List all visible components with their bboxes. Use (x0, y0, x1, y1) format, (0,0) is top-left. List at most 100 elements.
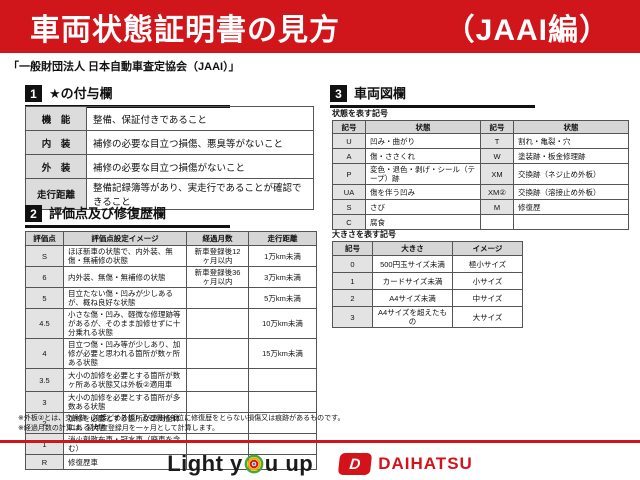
table-row: S さび M 修復歴 (332, 199, 629, 215)
footer: Light y u up D DAIHATSU (0, 447, 640, 480)
table-row: S ほぼ新車の状態で、内外装、無傷・無補修の状態 新車登録後12ヶ月以内 1万k… (25, 245, 317, 267)
cell-mileage (248, 368, 317, 392)
cell-state: さび (365, 199, 481, 215)
cell-image: 小サイズ (452, 272, 523, 290)
cell-mileage: 10万km未満 (248, 308, 317, 339)
col-header: 大きさ (372, 241, 453, 256)
cell-symbol: XM② (480, 184, 514, 200)
association-subtitle: 「一般財団法人 日本自動車査定協会（JAAI）」 (8, 61, 240, 73)
table-row: 1 消火剤散布車・冠水車（廃車を含む） (25, 433, 317, 455)
page-title-edition: （JAAI編） (444, 13, 610, 47)
table-row: C 腐食 (332, 214, 629, 230)
col-header: 記号 (332, 241, 373, 256)
cell-symbol-empty (480, 214, 514, 230)
cell-desc: 内外装、無傷・無補修の状態 (63, 266, 187, 288)
cell-grade: 3.5 (25, 368, 64, 392)
cell-image: 中サイズ (452, 289, 523, 307)
cell-months (186, 338, 249, 369)
footnotes: ※外板②とは、交換跡（溶接どめ外板）及び骨格部位に修復歴をとらない損傷又は痕跡が… (18, 414, 344, 434)
cell-mileage: 3万km未満 (248, 266, 317, 288)
cell-symbol: W (480, 148, 514, 164)
section-3-header: 3 車両図欄 (330, 85, 535, 108)
table-row: 内 装 補修の必要な目立つ損傷、悪臭等がないこと (25, 130, 314, 155)
footnote-1: ※外板②とは、交換跡（溶接どめ外板）及び骨格部位に修復歴をとらない損傷又は痕跡が… (18, 415, 345, 422)
cell-label: 機 能 (25, 106, 87, 131)
cell-mileage: 1万km未満 (248, 245, 317, 267)
cell-state: 交換跡（溶接止め外板） (513, 184, 629, 200)
table-row: 走行距離 整備記録簿等があり、実走行であることが確認できること (25, 178, 314, 210)
cell-months (186, 368, 249, 392)
table-row: 2 A4サイズ未満 中サイズ (332, 289, 523, 307)
cell-symbol: 0 (332, 255, 373, 273)
cell-size: 500円玉サイズ未満 (372, 255, 453, 273)
cell-state: 腐食 (365, 214, 481, 230)
cell-months (186, 391, 249, 413)
table-row: 外 装 補修の必要な目立つ損傷がないこと (25, 154, 314, 179)
cell-state: 変色・退色・剥げ・シール（テープ）跡 (365, 163, 481, 185)
cell-symbol: 1 (332, 272, 373, 290)
col-header: 経過月数 (186, 231, 249, 246)
size-symbols-caption: 大きさを表す記号 (332, 230, 396, 239)
title-banner: 車両状態証明書の見方 （JAAI編） (0, 0, 640, 53)
table-row: P 変色・退色・剥げ・シール（テープ）跡 XM 交換跡（ネジ止め外板） (332, 163, 629, 185)
table-row: 1 カードサイズ未満 小サイズ (332, 272, 523, 290)
col-header: 走行距離 (248, 231, 317, 246)
cell-grade: R (25, 454, 64, 470)
table-header-row: 記号 状態 記号 状態 (332, 120, 629, 134)
page-title: 車両状態証明書の見方 (30, 13, 340, 47)
cell-symbol: P (332, 163, 366, 185)
cell-symbol: 3 (332, 306, 373, 328)
section-2-title: 評価点及び修復歴欄 (49, 206, 167, 221)
cell-state: 修復歴 (513, 199, 629, 215)
cell-symbol: S (332, 199, 366, 215)
cell-mileage (248, 391, 317, 413)
section-2-number: 2 (25, 205, 42, 222)
cell-size: カードサイズ未満 (372, 272, 453, 290)
cell-state: 塗装跡・板金修理跡 (513, 148, 629, 164)
cell-months (186, 287, 249, 309)
cell-desc: 整備、保証付きであること (86, 106, 314, 131)
col-header: 状態 (513, 120, 629, 134)
section-1-title: ★の付与欄 (49, 86, 113, 101)
cell-desc: 目立つ傷・凹み等が少しあり、加修が必要と思われる箇所が数ヶ所ある状態 (63, 338, 187, 369)
size-symbols-table: 記号 大きさ イメージ 0 500円玉サイズ未満 極小サイズ 1 カードサイズ未… (332, 241, 523, 328)
cell-grade: 2 (25, 412, 64, 434)
section-1-number: 1 (25, 85, 42, 102)
cell-state (513, 214, 629, 230)
col-header: 評価点 (25, 231, 64, 246)
table-row: A 傷・ささくれ W 塗装跡・板金修理跡 (332, 148, 629, 164)
cell-desc: 小さな傷・凹み、軽微な修理跡等があるが、そのまま加修せずに十分乗れる状態 (63, 308, 187, 339)
grade-history-table: 評価点 評価点設定イメージ 経過月数 走行距離 S ほぼ新車の状態で、内外装、無… (25, 231, 317, 470)
cell-symbol: A (332, 148, 366, 164)
cell-symbol: UA (332, 184, 366, 200)
table-row: 3 A4サイズを超えたもの 大サイズ (332, 306, 523, 328)
table-row: 2 加修を必要とする箇所が車両全体にある状態 (25, 412, 317, 434)
cell-symbol: M (480, 199, 514, 215)
cell-size: A4サイズを超えたもの (372, 306, 453, 328)
table-row: U 凹み・曲がり T 割れ・亀裂・穴 (332, 133, 629, 149)
cell-grade: S (25, 245, 64, 267)
table-row: 6 内外装、無傷・無補修の状態 新車登録後36ヶ月以内 3万km未満 (25, 266, 317, 288)
section-3-title: 車両図欄 (354, 86, 407, 101)
cell-image: 大サイズ (452, 306, 523, 328)
cell-desc: 大小の加修を必要とする箇所が多数ある状態 (63, 391, 187, 413)
table-header-row: 記号 大きさ イメージ (332, 241, 523, 256)
slogan-text-right: u up (264, 450, 314, 476)
cell-image: 極小サイズ (452, 255, 523, 273)
cell-size: A4サイズ未満 (372, 289, 453, 307)
cell-desc: 補修の必要な目立つ損傷、悪臭等がないこと (86, 130, 314, 155)
col-header: 評価点設定イメージ (63, 231, 187, 246)
cell-symbol: T (480, 133, 514, 149)
cell-symbol: C (332, 214, 366, 230)
table-row: 3.5 大小の加修を必要とする箇所が数ヶ所ある状態又は外板②適用車 (25, 368, 317, 392)
state-symbols-table: 記号 状態 記号 状態 U 凹み・曲がり T 割れ・亀裂・穴 A 傷・ささくれ … (332, 120, 629, 230)
state-symbols-caption: 状態を表す記号 (332, 109, 388, 118)
cell-label: 走行距離 (25, 178, 87, 210)
cell-symbol: 2 (332, 289, 373, 307)
table-row: UA 傷を伴う凹み XM② 交換跡（溶接止め外板） (332, 184, 629, 200)
cell-mileage: 15万km未満 (248, 338, 317, 369)
cell-grade: 5 (25, 287, 64, 309)
daihatsu-wordmark: DAIHATSU (378, 453, 473, 473)
cell-state: 割れ・亀裂・穴 (513, 133, 629, 149)
table-row: 4 目立つ傷・凹み等が少しあり、加修が必要と思われる箇所が数ヶ所ある状態 15万… (25, 338, 317, 369)
